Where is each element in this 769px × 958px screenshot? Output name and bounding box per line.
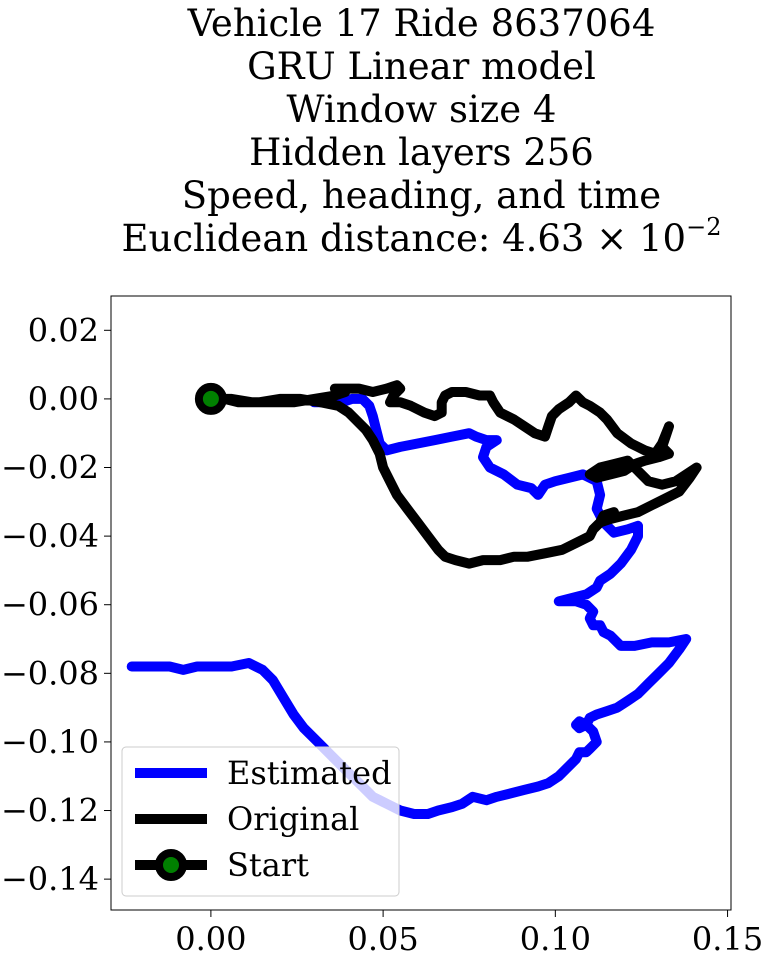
title-line-distance: Euclidean distance: 4.63 × 10−2 [0,215,769,260]
y-tick-label: −0.06 [1,586,99,624]
x-tick-label: 0.00 [175,920,246,958]
title-distance-exponent: −2 [686,213,722,241]
legend: Estimated Original Start [121,746,400,897]
title-line-features: Speed, heading, and time [181,174,662,217]
y-tick-label: −0.04 [1,517,99,555]
y-tick-label: −0.12 [1,792,99,830]
y-tick-label: −0.08 [1,654,99,692]
legend-label-start: Start [227,846,309,884]
y-tick-label: −0.02 [1,449,99,487]
legend-start-marker [155,849,187,881]
x-tick-label: 0.05 [347,920,418,958]
x-tick-label: 0.15 [692,920,763,958]
y-tick-label: 0.02 [28,311,99,349]
title-line-hidden: Hidden layers 256 [249,131,594,174]
legend-label-original: Original [227,800,359,838]
title-line-window: Window size 4 [286,88,557,131]
x-tick-label: 0.10 [520,920,591,958]
legend-label-estimated: Estimated [227,754,392,792]
title-line-vehicle: Vehicle 17 Ride 8637064 [187,2,656,45]
y-tick-label: 0.00 [28,380,99,418]
chart-title: Vehicle 17 Ride 8637064 GRU Linear model… [0,2,769,260]
axes-frame [110,295,732,911]
y-tick-label: −0.14 [1,860,99,898]
title-line-model: GRU Linear model [247,45,596,88]
y-tick-label: −0.10 [1,723,99,761]
series-line-original [205,380,702,569]
legend-box [121,746,400,897]
title-distance-text: Euclidean distance: 4.63 × 10 [121,217,687,260]
start-marker [194,382,227,415]
